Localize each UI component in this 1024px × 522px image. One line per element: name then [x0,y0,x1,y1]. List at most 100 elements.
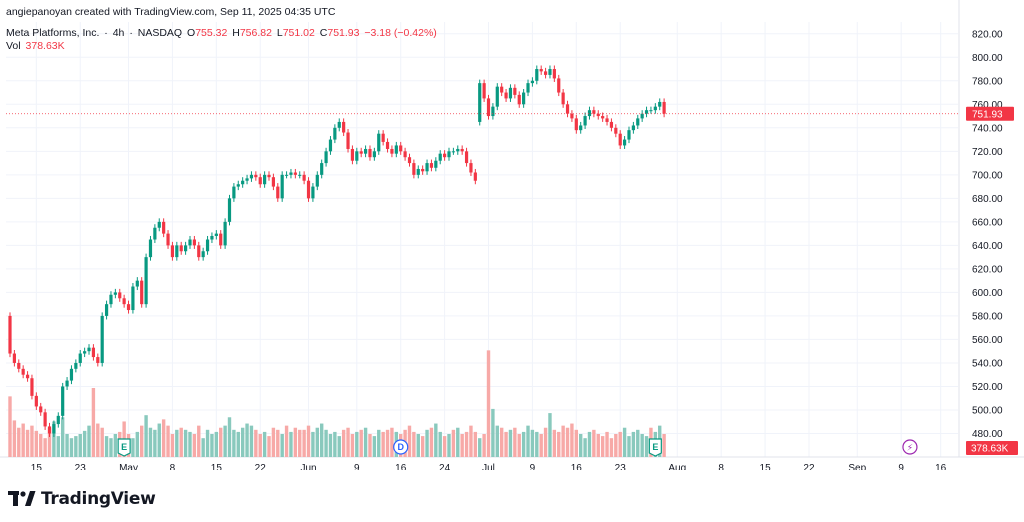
candle-body [210,235,214,240]
candle-body [241,180,245,185]
volume-bar [587,431,592,457]
candle-body [118,292,122,299]
volume-bar [543,427,548,457]
volume-bar [438,431,442,457]
candle-body [126,304,131,311]
symbol-name[interactable]: Meta Platforms, Inc. [6,27,100,39]
candle-body [662,101,666,114]
candle-body [122,298,126,305]
candle-body [219,233,223,246]
volume-bar [504,431,508,457]
y-tick-label: 700.00 [972,170,1003,181]
brand-name: TradingView [41,489,156,509]
high-value: 756.82 [239,27,272,39]
candle-body [583,116,587,126]
volume-bar [473,431,478,457]
y-tick-label: 540.00 [972,358,1003,369]
candle-body [87,347,91,352]
candle-body [162,221,166,234]
candle-body [623,139,627,146]
candle-body [337,121,341,128]
x-tick-label: 9 [354,463,360,470]
volume-bar [21,423,25,457]
volume-bar [359,429,363,457]
volume-bar [8,396,12,457]
candle-body [8,315,12,354]
candle-body [381,133,385,142]
volume-bar [12,420,17,457]
earnings-marker [648,438,662,457]
volume-bar [548,413,552,457]
volume-bar [337,436,341,457]
candle-body [197,245,201,258]
volume-bar [306,425,311,457]
volume-bar [166,425,170,457]
candle-body [311,186,315,199]
volume-bar [227,417,232,457]
candle-body [25,374,30,379]
volume-bar [526,425,530,457]
volume-bar [276,429,280,457]
y-tick-label: 780.00 [972,76,1003,87]
earnings-marker-label: E [121,442,127,452]
candle-body [403,151,407,158]
candle-body [96,357,100,363]
candle-body [104,304,109,316]
close-label: C [319,27,328,39]
volume-bar [535,431,539,457]
candle-body [205,239,210,252]
x-tick-label: 22 [803,463,815,470]
volume-bar [104,436,109,457]
volume-bar [517,434,521,457]
candle-body [565,104,570,114]
volume-bar [460,434,464,457]
candle-body [486,98,491,117]
candle-body [491,106,495,117]
volume-bar [179,427,183,457]
tradingview-logo[interactable]: TradingView [8,489,156,509]
volume-bar [39,434,43,457]
candle-body [214,233,218,236]
candle-body [12,353,16,363]
volume-bar [197,425,201,457]
volume-bar [183,429,188,457]
volume-bar [561,425,565,457]
low-label: L [276,27,283,39]
y-tick-label: 620.00 [972,264,1003,275]
exchange: NASDAQ [137,27,183,39]
candle-body [350,148,355,161]
candle-body [170,245,175,258]
y-tick-label: 680.00 [972,194,1003,205]
volume-bar [521,431,526,457]
volume-bar [78,434,82,457]
y-tick-label: 800.00 [972,53,1003,64]
volume-bar [478,438,482,457]
candle-body [43,412,47,427]
candle-body [302,174,306,181]
candle-body [78,353,82,363]
volume-bar [47,427,52,457]
candle-body [399,145,403,152]
candle-body [390,148,394,154]
y-tick-label: 480.00 [972,429,1003,440]
volume-bar [508,429,513,457]
candle-body [184,245,188,252]
separator: · [129,27,133,39]
volume-bar [407,425,412,457]
candle-body [232,186,236,199]
candle-body [412,163,416,175]
price-chart[interactable]: 480.00 500.00 520.00 540.00 560.00 580.00 600.… [0,0,1024,470]
candle-body [658,101,662,107]
dividend-marker [393,439,409,455]
volume-bar [412,431,416,457]
earnings-marker-label: E [652,442,658,452]
volume-bar [662,434,666,457]
volume-bar [135,431,140,457]
y-tick-label: 740.00 [972,123,1003,134]
candle-body [636,118,640,126]
volume-bar [258,434,262,457]
volume-bar [341,429,346,457]
x-tick-label: 23 [615,463,627,470]
volume-bar [565,427,570,457]
candle-body [469,163,473,173]
